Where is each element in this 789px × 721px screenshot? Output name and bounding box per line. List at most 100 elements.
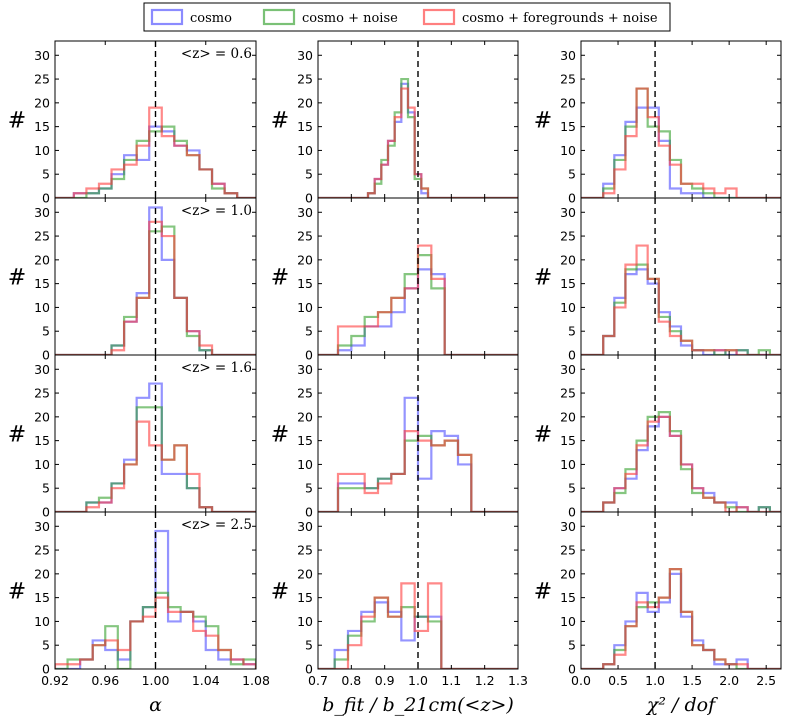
x-tick-label: 0.0 <box>571 673 591 688</box>
histogram-series <box>581 87 781 198</box>
y-tick-label: 25 <box>560 543 576 558</box>
y-axis-label: # <box>534 423 552 448</box>
y-tick-label: 15 <box>297 276 313 291</box>
y-tick-label: 25 <box>560 72 576 87</box>
y-tick-label: 0 <box>568 505 576 520</box>
y-axis-label: # <box>8 266 26 291</box>
histogram-series <box>318 430 518 512</box>
y-tick-label: 25 <box>560 386 576 401</box>
x-tick-label: 1.04 <box>192 673 220 688</box>
histogram-series <box>55 220 256 355</box>
y-tick-label: 10 <box>560 300 576 315</box>
redshift-annotation: <z> = 1.6 <box>181 360 252 376</box>
y-tick-label: 25 <box>34 386 50 401</box>
histogram-series <box>581 244 781 355</box>
y-tick-label: 20 <box>560 409 576 424</box>
histogram-series <box>55 106 256 198</box>
y-tick-label: 20 <box>560 95 576 110</box>
redshift-annotation: <z> = 1.0 <box>181 203 252 219</box>
y-tick-label: 10 <box>297 300 313 315</box>
x-tick-label: 0.96 <box>91 673 119 688</box>
y-tick-label: 20 <box>297 252 313 267</box>
y-tick-label: 5 <box>305 324 313 339</box>
x-axis-label: χ² / dof <box>645 694 718 716</box>
y-tick-label: 5 <box>305 638 313 653</box>
y-tick-label: 20 <box>34 566 50 581</box>
panels: 0 5 10 15 20 25 30 # <z> = 0.6 0 5 10 15 20 25 30 # <z> =… <box>8 40 782 677</box>
y-tick-label: 30 <box>560 48 576 63</box>
y-axis-label: # <box>534 580 552 605</box>
y-tick-label: 15 <box>34 433 50 448</box>
y-tick-label: 0 <box>42 348 50 363</box>
y-tick-label: 25 <box>297 72 313 87</box>
y-tick-label: 10 <box>34 143 50 158</box>
y-tick-label: 5 <box>305 481 313 496</box>
x-tick-label: 2.5 <box>756 673 776 688</box>
y-axis-label: # <box>534 109 552 134</box>
y-tick-label: 0 <box>568 662 576 677</box>
y-tick-label: 10 <box>297 614 313 629</box>
y-axis-label: # <box>8 423 26 448</box>
y-tick-label: 5 <box>568 638 576 653</box>
y-tick-label: 20 <box>297 409 313 424</box>
y-tick-label: 10 <box>34 457 50 472</box>
y-tick-label: 20 <box>34 252 50 267</box>
x-tick-label: 1.2 <box>475 673 495 688</box>
histogram-panel: 0 5 10 15 20 25 30 # <box>271 354 519 520</box>
axis-labels: 0.92 0.96 1.00 1.04 1.08 α 0.7 0.8 0.9 1.0 1.1 1.2 1… <box>41 673 776 716</box>
histogram-panel: 0 5 10 15 20 25 30 # <z> = 1.6 <box>8 354 257 520</box>
histogram-series <box>318 87 518 198</box>
y-tick-label: 20 <box>560 252 576 267</box>
y-tick-label: 25 <box>560 229 576 244</box>
y-tick-label: 0 <box>568 191 576 206</box>
y-tick-label: 20 <box>34 409 50 424</box>
y-tick-label: 10 <box>34 614 50 629</box>
y-tick-label: 0 <box>42 505 50 520</box>
histogram-series <box>318 244 518 355</box>
y-tick-label: 10 <box>560 143 576 158</box>
y-tick-label: 10 <box>297 457 313 472</box>
y-axis-label: # <box>271 109 289 134</box>
legend-frame <box>143 2 671 32</box>
histogram-panel: 0 5 10 15 20 25 30 # <box>534 354 782 520</box>
y-axis-label: # <box>8 580 26 605</box>
y-tick-label: 25 <box>297 229 313 244</box>
y-tick-label: 0 <box>305 348 313 363</box>
y-tick-label: 15 <box>560 433 576 448</box>
histogram-panel: 0 5 10 15 20 25 30 # <box>534 197 782 363</box>
x-tick-label: 0.5 <box>608 673 628 688</box>
legend-label: cosmo <box>190 11 232 26</box>
histogram-series <box>55 420 256 512</box>
y-tick-label: 30 <box>297 48 313 63</box>
y-axis-label: # <box>271 580 289 605</box>
histogram-panel: 0 5 10 15 20 25 30 # <z> = 1.0 <box>8 197 257 363</box>
y-tick-label: 5 <box>568 167 576 182</box>
y-tick-label: 5 <box>42 324 50 339</box>
legend-label: cosmo + foregrounds + noise <box>462 11 658 26</box>
y-axis-label: # <box>271 266 289 291</box>
histogram-panel: 0 5 10 15 20 25 30 # <box>534 511 782 677</box>
y-axis-label: # <box>534 266 552 291</box>
legend-swatch <box>262 8 296 26</box>
y-tick-label: 5 <box>568 481 576 496</box>
x-tick-label: 1.0 <box>408 673 428 688</box>
y-tick-label: 30 <box>34 205 50 220</box>
y-tick-label: 25 <box>34 72 50 87</box>
histogram-series <box>55 529 256 669</box>
y-tick-label: 30 <box>297 205 313 220</box>
y-tick-label: 20 <box>34 95 50 110</box>
y-tick-label: 30 <box>560 519 576 534</box>
y-tick-label: 20 <box>297 95 313 110</box>
x-tick-label: 1.00 <box>142 673 170 688</box>
y-tick-label: 15 <box>34 590 50 605</box>
y-tick-label: 5 <box>42 638 50 653</box>
histogram-series <box>318 582 518 669</box>
y-tick-label: 30 <box>560 205 576 220</box>
y-tick-label: 0 <box>305 505 313 520</box>
y-tick-label: 25 <box>34 543 50 558</box>
y-tick-label: 25 <box>297 386 313 401</box>
y-tick-label: 30 <box>34 519 50 534</box>
y-tick-label: 10 <box>34 300 50 315</box>
y-tick-label: 5 <box>42 481 50 496</box>
y-tick-label: 15 <box>297 590 313 605</box>
